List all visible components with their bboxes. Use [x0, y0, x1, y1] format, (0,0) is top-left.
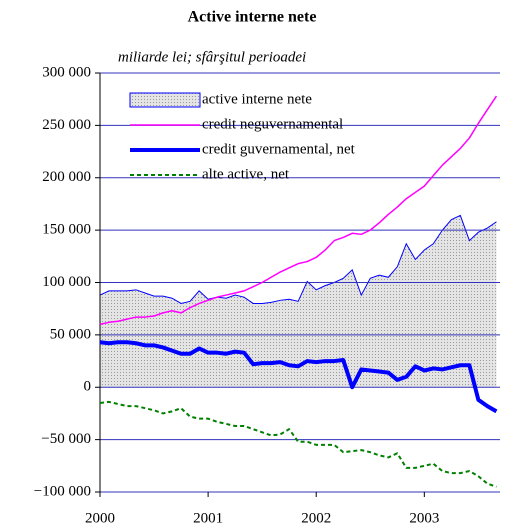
y-tick-label: 0 [84, 379, 92, 395]
line [99, 340, 498, 414]
legend-label: credit neguvernamental [202, 116, 343, 132]
line [99, 95, 498, 326]
legend-label: credit guvernamental, net [202, 141, 356, 157]
legend-swatch [129, 92, 201, 108]
chart-subtitle: miliarde lei; sfârşitul perioadei [118, 49, 306, 65]
x-tick-label: 2001 [193, 510, 223, 526]
y-tick-label: 50 000 [50, 326, 91, 342]
y-tick-label: 100 000 [42, 274, 91, 290]
x-tick-label: 2003 [409, 510, 439, 526]
line [99, 400, 497, 488]
x-tick-label: 2000 [85, 510, 115, 526]
y-tick-label: 150 000 [42, 222, 91, 238]
chart-title: Active interne nete [188, 9, 317, 26]
y-tick-label: −50 000 [41, 431, 91, 447]
x-tick-label: 2002 [301, 510, 331, 526]
y-tick-label: −100 000 [34, 483, 91, 499]
legend-label: alte active, net [202, 166, 290, 182]
y-tick-label: 300 000 [42, 64, 91, 80]
y-tick-label: 200 000 [42, 169, 91, 185]
area-outline [99, 214, 497, 304]
legend-label: active interne nete [202, 91, 312, 107]
y-tick-label: 250 000 [42, 117, 91, 133]
